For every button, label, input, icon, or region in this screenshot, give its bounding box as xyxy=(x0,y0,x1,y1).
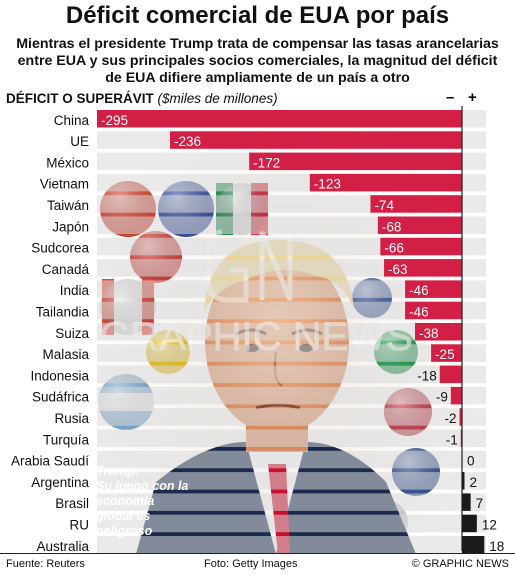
data-label: 2 xyxy=(469,475,477,490)
data-label: -74 xyxy=(374,198,394,213)
data-label: 7 xyxy=(476,496,484,511)
source-note: Fuente: Reuters xyxy=(6,558,85,570)
data-label: -66 xyxy=(384,241,404,256)
category-label: Argentina xyxy=(31,475,89,490)
axis-title-text: DÉFICIT O SUPERÁVIT xyxy=(6,91,154,106)
bar xyxy=(405,301,462,320)
bar-track xyxy=(97,514,486,533)
bar-track xyxy=(97,386,486,405)
data-label: -46 xyxy=(409,304,429,319)
data-label: -25 xyxy=(435,347,455,362)
footer-divider xyxy=(0,553,515,554)
brand-credit: © GRAPHIC NEWS xyxy=(411,558,509,570)
page-title: Déficit comercial de EUA por país xyxy=(65,2,450,29)
caption-head: Trump: xyxy=(96,464,139,478)
bar xyxy=(370,195,462,213)
bar-track xyxy=(97,323,486,341)
caption-body: Su juego con la economía global es pelig… xyxy=(96,479,189,538)
data-label: -1 xyxy=(446,432,458,447)
bar xyxy=(405,280,462,298)
data-label: 12 xyxy=(482,517,497,532)
bar xyxy=(431,344,462,362)
bar xyxy=(462,493,471,511)
axis-unit: ($miles de millones) xyxy=(157,91,278,106)
data-label: -2 xyxy=(445,411,457,426)
category-label: China xyxy=(54,113,90,128)
data-label: 0 xyxy=(467,454,475,469)
bar-track xyxy=(97,450,486,469)
category-label: Canadá xyxy=(42,262,90,277)
bar xyxy=(450,386,462,405)
bar xyxy=(414,323,462,341)
page-subtitle: Mientras el presidente Trump trata de co… xyxy=(16,36,499,86)
data-label: -9 xyxy=(436,390,448,405)
bar xyxy=(384,259,462,277)
photo-credit: Foto: Getty Images xyxy=(204,558,298,570)
category-label: Tailandia xyxy=(36,304,90,319)
category-label: Turquía xyxy=(43,432,90,447)
data-label: -46 xyxy=(409,283,429,298)
bar xyxy=(170,131,462,149)
category-label: India xyxy=(60,283,90,298)
category-label: Australia xyxy=(36,539,89,554)
data-label: -172 xyxy=(253,155,280,170)
category-label: Arabia Saudí xyxy=(11,454,89,469)
bar-track xyxy=(97,280,486,298)
bar xyxy=(462,514,477,533)
bar xyxy=(439,365,462,384)
category-label: Sudáfrica xyxy=(32,390,90,405)
data-label: -123 xyxy=(314,177,341,192)
bar-track xyxy=(97,301,486,320)
data-label: -18 xyxy=(417,368,437,383)
category-label: Brasil xyxy=(55,496,89,511)
bar-track xyxy=(97,493,486,511)
category-label: México xyxy=(46,155,89,170)
bar-track xyxy=(97,536,486,554)
category-label: Indonesia xyxy=(30,368,89,383)
bar xyxy=(97,110,462,128)
plus-sign-label: + xyxy=(468,89,477,106)
category-label: Sudcorea xyxy=(31,241,89,256)
data-label: -295 xyxy=(101,113,128,128)
bar xyxy=(380,237,462,256)
bar-track xyxy=(97,344,486,362)
bar xyxy=(377,216,462,234)
bar xyxy=(462,472,465,490)
category-label: Vietnam xyxy=(40,177,89,192)
category-label: Japón xyxy=(52,219,89,234)
data-label: -236 xyxy=(174,134,201,149)
bar xyxy=(459,408,462,426)
category-label: Taiwán xyxy=(47,198,89,213)
data-label: -38 xyxy=(419,326,439,341)
photo-caption: Trump: Su juego con la economía global e… xyxy=(96,464,192,539)
bar-track xyxy=(97,472,486,490)
data-label: 18 xyxy=(489,539,504,554)
bar-track xyxy=(97,408,486,426)
category-label: Malasia xyxy=(42,347,89,362)
category-label: Rusia xyxy=(54,411,89,426)
bar xyxy=(249,152,462,171)
bar xyxy=(309,173,462,192)
category-label: Suiza xyxy=(55,326,89,341)
data-label: -68 xyxy=(382,219,402,234)
data-label: -63 xyxy=(388,262,408,277)
bar xyxy=(462,536,485,554)
bar-track xyxy=(97,429,486,447)
category-label: UE xyxy=(70,134,89,149)
minus-sign-label: – xyxy=(446,89,455,106)
axis-title: DÉFICIT O SUPERÁVIT ($miles de millones) xyxy=(6,91,278,106)
bar xyxy=(460,429,462,447)
bar-track xyxy=(97,365,486,384)
category-label: RU xyxy=(70,517,90,532)
